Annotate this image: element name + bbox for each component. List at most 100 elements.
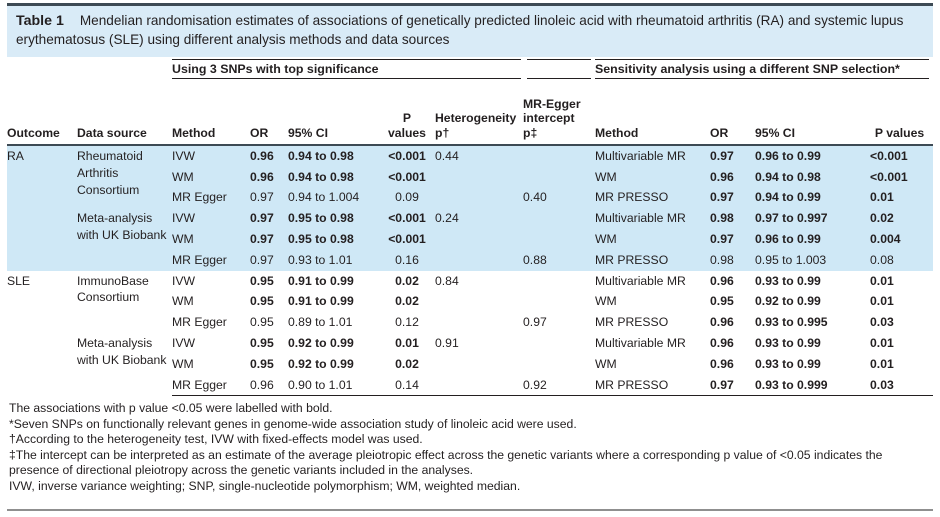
ci-cell: 0.95 to 0.98 xyxy=(288,228,383,250)
p-value-cell: 0.02 xyxy=(395,294,419,309)
method-sensitivity-cell: Multivariable MR xyxy=(595,145,711,167)
group-header-sensitivity: Sensitivity analysis using a different S… xyxy=(595,59,933,81)
p-value-sensitivity-cell: 0.02 xyxy=(870,208,934,229)
method-cell: IVW xyxy=(172,208,250,229)
egger-intercept-p-cell: 0.40 xyxy=(523,187,596,209)
outcome-cell: RA xyxy=(7,145,77,271)
or-cell: 0.97 xyxy=(250,208,288,229)
footnote-dagger: †According to the heterogeneity test, IV… xyxy=(9,432,423,447)
footnote-bold-note: The associations with p value <0.05 were… xyxy=(9,400,333,415)
or-cell: 0.96 xyxy=(250,145,288,167)
group-header-egger-spacer xyxy=(523,59,595,81)
p-value-sensitivity-cell: 0.01 xyxy=(870,294,894,309)
bottom-border-rule xyxy=(7,509,933,511)
col-header-data-source: Data source xyxy=(77,81,172,147)
ci-sensitivity-cell: 0.97 to 0.997 xyxy=(755,208,871,229)
egger-intercept-p-cell xyxy=(523,145,596,167)
footnote-double-dagger: ‡The intercept can be interpreted as an … xyxy=(9,447,883,478)
egger-intercept-p-cell: 0.88 xyxy=(523,249,596,271)
p-value-sensitivity-cell: 0.01 xyxy=(870,187,934,209)
or-cell: 0.97 xyxy=(250,228,288,250)
method-sensitivity-cell: WM xyxy=(595,166,711,188)
p-value-sensitivity-cell: 0.01 xyxy=(870,356,894,371)
col-header-heterogeneity-p: Heterogeneity p† xyxy=(435,81,524,147)
ci-sensitivity-cell: 0.96 to 0.99 xyxy=(755,145,871,167)
p-value-cell: <0.001 xyxy=(383,228,435,250)
ci-cell: 0.94 to 1.004 xyxy=(288,187,383,209)
table-row: MR Egger 0.97 0.94 to 1.004 0.09 0.40 MR PRES… xyxy=(7,187,934,209)
outcome-cell: SLE xyxy=(7,273,31,288)
col-header-p-values: P values xyxy=(383,81,435,147)
ci-sensitivity-cell: 0.95 to 1.003 xyxy=(755,249,871,271)
ci-sensitivity-cell: 0.94 to 0.99 xyxy=(755,187,871,209)
heterogeneity-p-cell: 0.44 xyxy=(435,145,524,167)
table-row: SLE ImmunoBase Consortium IVW 0.95 0.91 to 0… xyxy=(7,271,933,305)
or-sensitivity-cell: 0.96 xyxy=(710,335,734,350)
p-value-sensitivity-cell: 0.004 xyxy=(870,228,934,250)
method-cell: IVW xyxy=(172,145,250,167)
table-body: RA Rheumatoid Arthritis Consortium IVW 0.96… xyxy=(7,145,934,396)
data-source-cell: Meta-analysis with UK Biobank xyxy=(77,335,167,367)
or-cell: 0.97 xyxy=(250,249,288,271)
group-header-top-snps: Using 3 SNPs with top significance xyxy=(172,59,523,81)
method-cell: IVW xyxy=(172,335,196,350)
heterogeneity-p-cell: 0.84 xyxy=(435,273,459,288)
heterogeneity-p-cell xyxy=(435,166,524,188)
egger-intercept-p-cell xyxy=(523,208,596,229)
ci-sensitivity-cell: 0.93 to 0.99 xyxy=(755,356,821,371)
method-sensitivity-cell: WM xyxy=(595,356,617,371)
or-sensitivity-cell: 0.97 xyxy=(710,374,756,396)
group-header-row: Using 3 SNPs with top significance Sensi… xyxy=(7,59,933,81)
ci-cell: 0.92 to 0.99 xyxy=(288,335,354,350)
method-sensitivity-cell: Multivariable MR xyxy=(595,208,711,229)
p-value-sensitivity-cell: 0.08 xyxy=(870,249,934,271)
or-sensitivity-cell: 0.95 xyxy=(710,294,734,309)
method-sensitivity-cell: MR PRESSO xyxy=(595,249,711,271)
p-value-cell: 0.01 xyxy=(395,335,419,350)
footnote-abbreviations: IVW, inverse variance weighting; SNP, si… xyxy=(9,478,521,493)
egger-intercept-p-cell xyxy=(523,354,595,375)
col-header-method: Method xyxy=(172,81,250,147)
top-border-rule xyxy=(7,3,933,6)
data-source-cell: Meta-analysis with UK Biobank xyxy=(77,208,172,271)
ci-sensitivity-cell: 0.93 to 0.99 xyxy=(755,335,821,350)
table-row: RA Rheumatoid Arthritis Consortium IVW 0.96… xyxy=(7,145,934,271)
ci-cell: 0.94 to 0.98 xyxy=(288,145,383,167)
heterogeneity-p-cell: 0.91 xyxy=(435,335,459,350)
p-value-cell: 0.09 xyxy=(383,187,435,209)
ci-cell: 0.94 to 0.98 xyxy=(288,166,383,188)
ci-cell: 0.95 to 0.98 xyxy=(288,208,383,229)
method-sensitivity-cell: MR PRESSO xyxy=(595,374,711,396)
table-row: WM 0.97 0.95 to 0.98 <0.001 WM 0.97 0.96 to 0.… xyxy=(7,228,934,250)
or-sensitivity-cell: 0.97 xyxy=(710,187,756,209)
or-sensitivity-cell: 0.98 xyxy=(710,208,756,229)
table-title-text: Mendelian randomisation estimates of ass… xyxy=(16,13,904,47)
ci-cell: 0.90 to 1.01 xyxy=(288,374,383,396)
ci-sensitivity-cell: 0.93 to 0.995 xyxy=(755,315,828,330)
method-cell: MR Egger xyxy=(172,187,250,209)
table-number: Table 1 xyxy=(16,13,64,29)
column-header-row: Outcome Data source Method OR 95% CI P v… xyxy=(7,81,934,147)
or-sensitivity-cell: 0.97 xyxy=(710,145,756,167)
p-value-sensitivity-cell: 0.01 xyxy=(870,273,894,288)
method-cell: MR Egger xyxy=(172,374,250,396)
data-source-cell: Rheumatoid Arthritis Consortium xyxy=(77,145,172,209)
egger-intercept-p-cell xyxy=(523,333,595,354)
method-cell: MR Egger xyxy=(172,315,227,330)
method-cell: MR Egger xyxy=(172,249,250,271)
heterogeneity-p-cell xyxy=(435,312,523,333)
method-sensitivity-cell: MR PRESSO xyxy=(595,315,669,330)
col-header-p-values-sensitivity: P values xyxy=(870,81,934,147)
p-value-cell: <0.001 xyxy=(383,166,435,188)
col-header-ci: 95% CI xyxy=(288,81,383,147)
col-header-method-sensitivity: Method xyxy=(595,81,711,147)
or-sensitivity-cell: 0.98 xyxy=(710,249,756,271)
or-cell: 0.95 xyxy=(250,273,274,288)
or-cell: 0.96 xyxy=(250,374,288,396)
method-sensitivity-cell: WM xyxy=(595,294,617,309)
col-header-outcome: Outcome xyxy=(7,81,77,147)
egger-intercept-p-cell xyxy=(523,291,595,312)
method-cell: WM xyxy=(172,294,194,309)
or-sensitivity-cell: 0.96 xyxy=(710,166,756,188)
table-caption: Table 1 Mendelian randomisation estimates… xyxy=(7,6,933,58)
